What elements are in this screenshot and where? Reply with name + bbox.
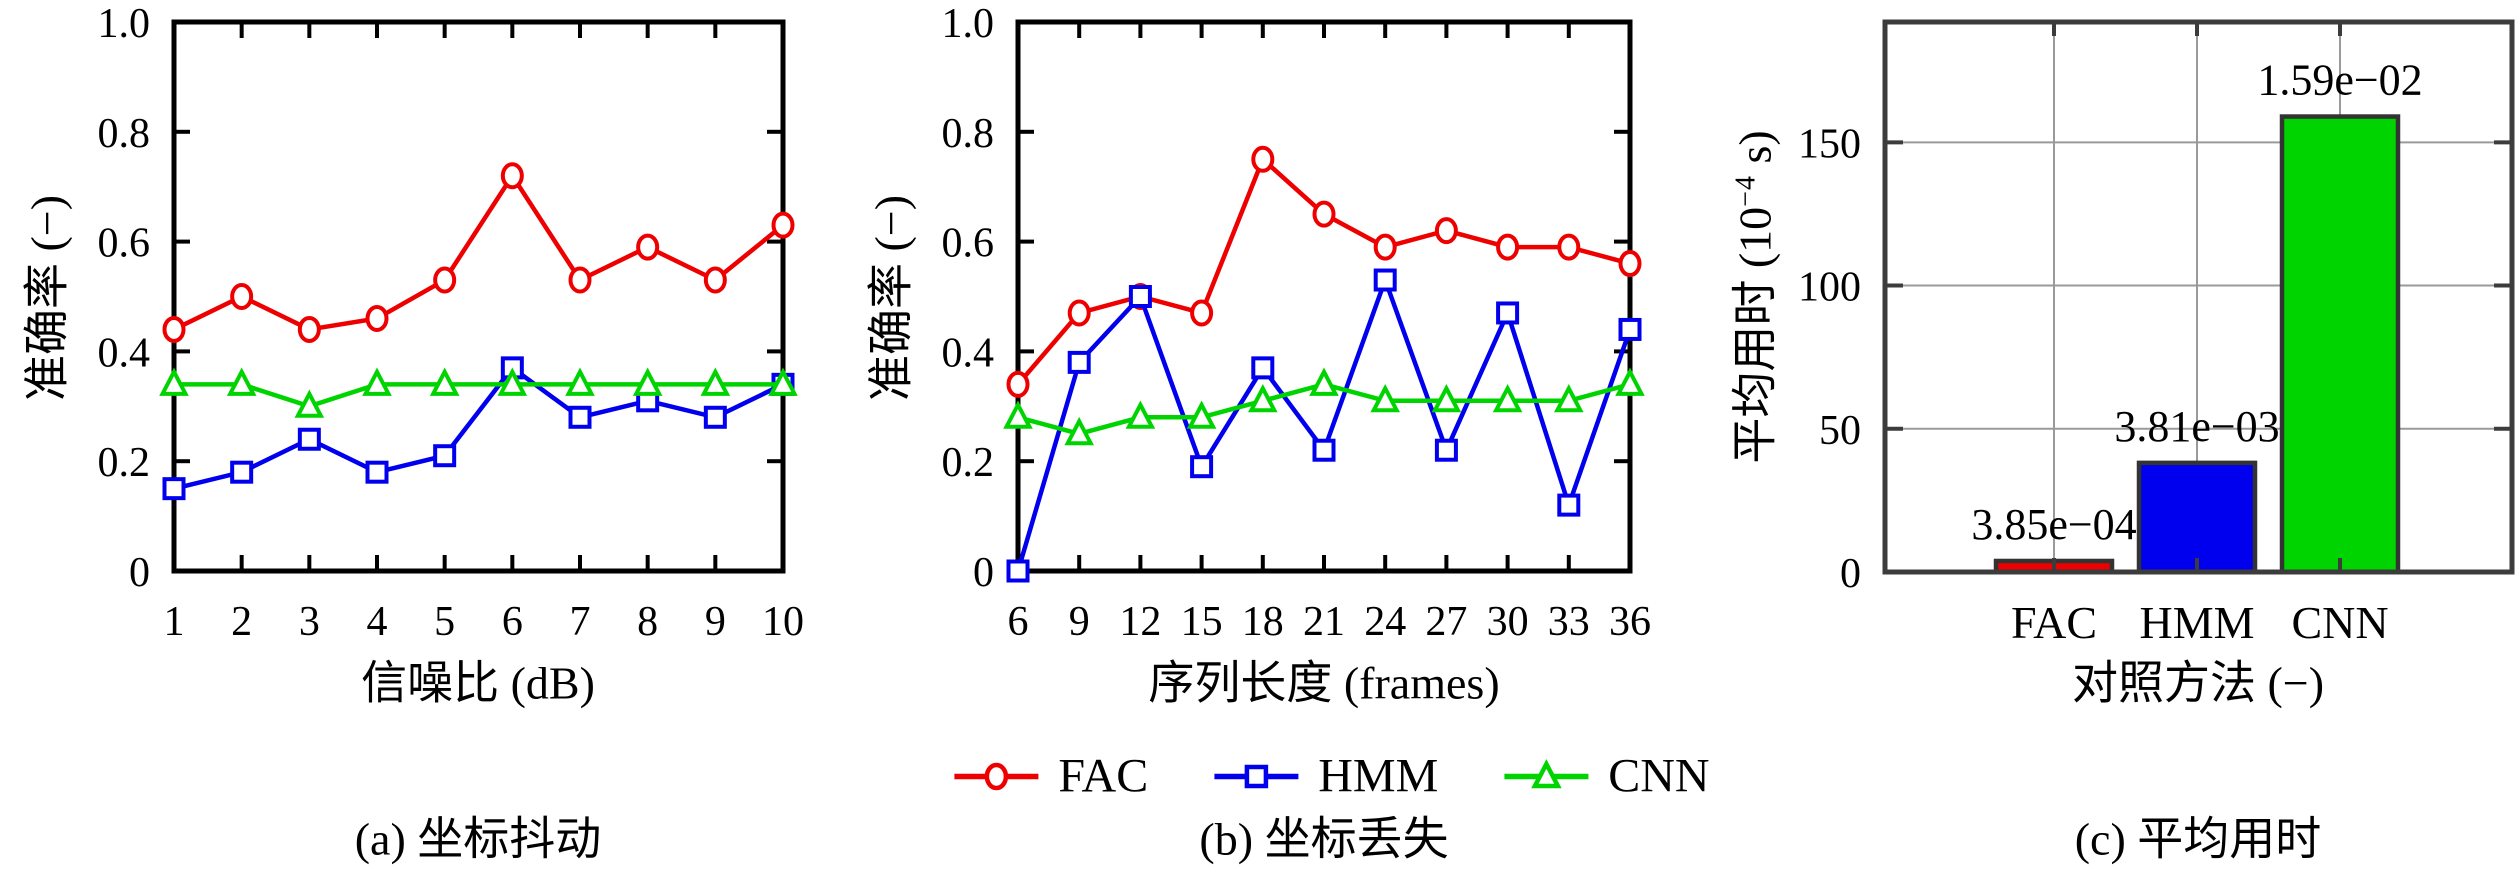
chart-a: 1 2 3 4 5 6 7 8 9 10 0 0.2 0.4 0.6 0.8 1.0 [98,1,805,645]
chart-a-ytick-label: 0.8 [98,111,151,157]
chart-a-series-hmm [162,356,795,501]
chart-a-ytick-label: 0.4 [98,330,151,376]
chart-a-xtick-label: 9 [705,599,726,645]
chart-c-category-label: FAC [2011,597,2097,648]
chart-a-series-cnn [159,367,798,418]
chart-a-ytick-label: 0.6 [98,221,151,267]
chart-a-axes: 1 2 3 4 5 6 7 8 9 10 0 0.2 0.4 0.6 0.8 1.0 [98,1,805,645]
chart-b-xtick-label: 36 [1609,599,1651,645]
chart-b-xtick-label: 9 [1069,599,1090,645]
chart-c-bar-hmm [2136,460,2258,575]
chart-c-ytick-label: 0 [1840,551,1861,597]
chart-a-ytick-label: 0 [129,550,150,596]
chart-a-xtick-label: 8 [637,599,658,645]
chart-a-ytick-label: 0.2 [98,440,151,486]
chart-a-xtick-label: 4 [367,599,388,645]
chart-c-ytick-label: 150 [1798,121,1861,167]
chart-a-xtick-label: 1 [164,599,185,645]
chart-b-xtick-label: 27 [1425,599,1467,645]
chart-b-ytick-label: 0.4 [942,330,995,376]
chart-a-xtick-label: 10 [762,599,804,645]
chart-b-ytick-label: 0.2 [942,440,995,486]
chart-c-axes: 0 50 100 150 FAC HMM CNN [1798,19,2515,648]
chart-a-series-fac [162,162,795,343]
chart-b-axes: 6 9 12 15 18 21 24 27 30 33 36 0 0.2 0.4 0.6 0.8 1.0 [942,1,1652,645]
chart-b-xtick-label: 6 [1008,599,1029,645]
chart-c-ytick-label: 50 [1819,408,1861,454]
chart-a-xtick-label: 6 [502,599,523,645]
chart-a-xtick-label: 2 [231,599,252,645]
chart-a-xtick-label: 7 [570,599,591,645]
chart-c-ytick-label: 100 [1798,265,1861,311]
chart-b-ytick-label: 0 [973,550,994,596]
chart-b-xtick-label: 12 [1119,599,1161,645]
chart-a-xtick-label: 3 [299,599,320,645]
chart-b-ytick-label: 1.0 [942,1,995,47]
chart-b-xtick-label: 15 [1181,599,1223,645]
chart-b-xtick-label: 21 [1303,599,1345,645]
chart-b-xtick-label: 24 [1364,599,1406,645]
chart-b-series-cnn [1003,367,1645,446]
chart-b: 6 9 12 15 18 21 24 27 30 33 36 0 0.2 0.4 0.6 0.8 1.0 [942,1,1652,645]
chart-c-value-annotation: 3.85e−04 [1971,500,2136,549]
chart-c: 3.85e−04 3.81e−03 1.59e−02 0 50 100 150 FAC HMM C… [1798,19,2515,648]
chart-a-xtick-label: 5 [434,599,455,645]
chart-c-value-annotation: 1.59e−02 [2257,56,2422,105]
chart-b-ytick-label: 0.6 [942,221,995,267]
chart-c-category-label: HMM [2139,597,2254,648]
chart-b-xtick-label: 18 [1242,599,1284,645]
chart-b-series-fac [1006,145,1642,398]
chart-b-xtick-label: 33 [1548,599,1590,645]
chart-c-bars: 3.85e−04 3.81e−03 1.59e−02 [1971,56,2423,575]
chart-b-series-hmm [1006,268,1642,583]
chart-c-bar-cnn [2279,114,2401,575]
chart-a-ytick-label: 1.0 [98,1,151,47]
chart-b-ytick-label: 0.8 [942,111,995,157]
chart-b-xtick-label: 30 [1487,599,1529,645]
chart-c-value-annotation: 3.81e−03 [2114,402,2279,451]
chart-c-category-label: CNN [2291,597,2388,648]
